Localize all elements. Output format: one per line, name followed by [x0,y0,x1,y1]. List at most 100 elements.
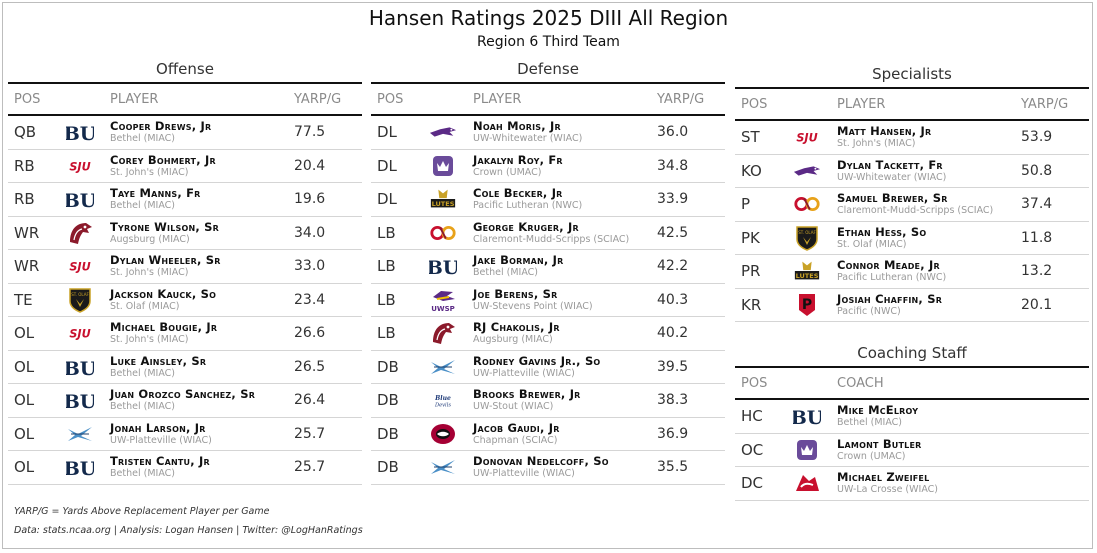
player-header: PLAYER [837,96,886,112]
yarp-value: 11.8 [1021,229,1053,246]
yarp-value: 23.4 [294,291,326,308]
logo-cell: ST. OLAF [58,288,102,313]
logo-cell: ST. OLAF [785,226,829,251]
player-name: Jakalyn Roy, Fr [473,153,563,167]
defense-row: DB Blue Devils Brooks Brewer, Jr UW-Stout (W… [371,384,725,418]
logo-cell: SJU [58,154,102,178]
svg-text:BU: BU [66,458,94,479]
player-cell: Brooks Brewer, Jr UW-Stout (WIAC) [465,388,657,412]
player-cell: Jakalyn Roy, Fr Crown (UMAC) [465,154,657,178]
position-label: OL [14,324,35,343]
position-label: DL [377,123,397,142]
defense-section: Defense POS PLAYER YARP/G DL Noah Moris, … [371,58,725,485]
team-label: Bethel (MIAC) [110,200,175,212]
offense-row: WR Tyrone Wilson, Sr Augsburg (MIAC) 34.0 [8,217,362,250]
position-label: TE [14,290,33,309]
team-label: Claremont-Mudd-Scripps (SCIAC) [473,233,630,245]
svg-text:P: P [802,297,812,313]
lacrosse-logo [793,471,821,495]
defense-row: DB Donovan Nedelcoff, So UW-Platteville (W… [371,451,725,485]
logo-cell: SJU [58,254,102,278]
player-name: Corey Bohmert, Jr [110,153,216,167]
svg-text:BU: BU [66,123,94,144]
yarp-value: 33.9 [657,191,689,208]
coach-cell: Lamont Butler Crown (UMAC) [829,438,1089,462]
yarp-value: 50.8 [1021,162,1053,179]
logo-cell: BU [58,455,102,479]
pos-header: POS [741,96,768,112]
player-cell: Jake Borman, Jr Bethel (MIAC) [465,254,657,278]
team-label: Bethel (MIAC) [110,133,175,145]
bethel-logo: BU [793,404,821,428]
player-name: George Kruger, Jr [473,220,579,234]
logo-cell [421,221,465,245]
svg-text:Devils: Devils [434,403,451,409]
logo-cell [58,422,102,446]
sju-logo: SJU [66,321,94,345]
defense-row: LB BU Jake Borman, Jr Bethel (MIAC) 42.2 [371,250,725,284]
yarp-value: 36.9 [657,425,689,442]
svg-text:ST. OLAF: ST. OLAF [71,292,89,297]
logo-cell: SJU [58,321,102,345]
logo-cell: BU [58,355,102,379]
player-name: Dylan Tackett, Fr [837,158,943,172]
defense-rule [371,82,725,84]
defense-title: Defense [517,60,579,78]
team-label: Pacific (NWC) [837,305,901,317]
player-name: Samuel Brewer, Sr [837,192,948,206]
player-name: Joe Berens, Sr [473,287,558,301]
offense-row: RB SJU Corey Bohmert, Jr St. John's (MIAC) 2… [8,150,362,183]
coach-cell: Michael Zweifel UW-La Crosse (WIAC) [829,471,1089,495]
coach-name: Lamont Butler [837,437,922,451]
position-label: WR [14,223,40,242]
stolaf-logo: ST. OLAF [793,226,821,251]
value-header: YARP/G [1021,96,1069,112]
player-cell: Tyrone Wilson, Sr Augsburg (MIAC) [102,221,294,245]
yarp-value: 42.5 [657,224,689,241]
position-label: OL [14,391,35,410]
position-label: LB [377,290,396,309]
player-cell: Corey Bohmert, Jr St. John's (MIAC) [102,154,294,178]
player-cell: Juan Orozco Sanchez, Sr Bethel (MIAC) [102,388,294,412]
coach-cell: Mike McElroy Bethel (MIAC) [829,404,1089,428]
team-label: Bethel (MIAC) [473,267,538,279]
player-cell: Connor Meade, Jr Pacific Lutheran (NWC) [829,259,1021,283]
specialists-header-row: POS PLAYER YARP/G [735,89,1089,121]
player-header: PLAYER [473,91,522,107]
player-name: Jonah Larson, Jr [110,421,206,435]
position-label: OL [14,357,35,376]
logo-cell: P [785,293,829,317]
yarp-value: 26.6 [294,325,326,342]
player-cell: Jackson Kauck, So St. Olaf (MIAC) [102,288,294,312]
position-label: RB [14,190,35,209]
coaching-header-row: POS COACH [735,368,1089,400]
coach-name: Michael Zweifel [837,471,930,485]
logo-cell: LUTES [421,187,465,211]
yarp-value: 26.4 [294,392,326,409]
player-name: Tyrone Wilson, Sr [110,220,219,234]
coaching-title: Coaching Staff [857,344,967,362]
yarp-value: 40.3 [657,291,689,308]
yarp-value: 36.0 [657,124,689,141]
logo-cell [58,221,102,245]
yarp-value: 38.3 [657,392,689,409]
whitewater-logo [429,120,457,144]
position-label: DL [377,190,397,209]
bethel-logo: BU [66,355,94,379]
player-name: Cole Becker, Jr [473,187,563,201]
position-label: PK [741,228,760,247]
team-label: St. John's (MIAC) [837,138,916,150]
team-label: Claremont-Mudd-Scripps (SCIAC) [837,205,994,217]
value-header: YARP/G [657,91,705,107]
bethel-logo: BU [429,254,457,278]
svg-text:BU: BU [66,190,94,211]
player-name: Dylan Wheeler, Sr [110,254,221,268]
player-cell: George Kruger, Jr Claremont-Mudd-Scripps … [465,221,657,245]
logo-cell: BU [58,120,102,144]
position-label: DB [377,458,399,477]
logo-cell [785,159,829,183]
position-label: LB [377,257,396,276]
logo-cell: BU [421,254,465,278]
svg-text:SJU: SJU [69,160,90,173]
